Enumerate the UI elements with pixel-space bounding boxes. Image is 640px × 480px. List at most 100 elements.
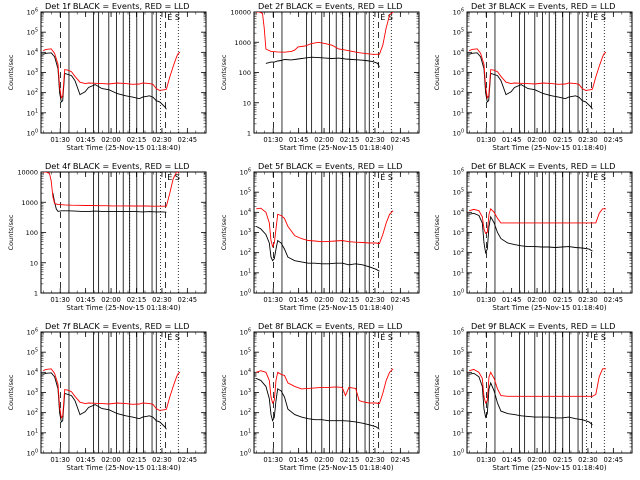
y-tick-label: 103: [27, 68, 38, 77]
x-tick-label: 01:45: [289, 296, 309, 304]
lld-series-line: [43, 48, 181, 100]
y-tick-label: 102: [27, 408, 38, 417]
event-letter-e: E: [380, 13, 385, 22]
x-tick-label: 02:30: [152, 296, 172, 304]
events-series-line: [255, 226, 380, 272]
y-tick-label: 104: [240, 368, 251, 377]
lld-series-line: [256, 207, 394, 248]
y-tick-label: 104: [453, 368, 464, 377]
lld-series-line: [469, 48, 607, 100]
y-axis-label: Counts/sec: [433, 374, 441, 410]
x-axis-label: Start Time (25-Nov-15 01:18:40): [279, 304, 393, 312]
series-group: [469, 48, 607, 110]
y-tick-label: 1: [247, 130, 251, 138]
y-tick-label: 102: [453, 248, 464, 257]
events-series-line: [256, 377, 380, 430]
y-tick-label: 100: [27, 129, 38, 138]
chart-panel-6: Det 6f BLACK = Events, RED = LLD Counts/s…: [433, 161, 633, 312]
y-axis-label: Counts/sec: [220, 374, 228, 410]
x-tick-label: 02:00: [527, 456, 547, 464]
x-tick-label: 01:30: [263, 136, 283, 144]
y-tick-label: 100: [239, 69, 251, 77]
x-tick-label: 02:15: [127, 296, 147, 304]
x-tick-label: 02:45: [604, 296, 624, 304]
y-axis-label: Counts/sec: [220, 214, 228, 250]
events-series-line: [469, 372, 593, 426]
series-group: [469, 207, 606, 255]
y-tick-label: 106: [453, 168, 464, 177]
x-axis-label: Start Time (25-Nov-15 01:18:40): [492, 464, 606, 472]
chart-title: Det 7f BLACK = Events, RED = LLD: [45, 321, 189, 331]
y-tick-label: 100: [240, 289, 251, 298]
event-letter-s: S: [388, 173, 393, 182]
x-tick-label: 02:30: [578, 456, 598, 464]
y-tick-label: 106: [27, 328, 38, 337]
chart-panel-3: Det 3f BLACK = Events, RED = LLD Counts/s…: [433, 1, 633, 152]
y-tick-label: 1000: [21, 199, 38, 207]
y-axis-label: Counts/sec: [433, 54, 441, 90]
y-tick-label: 105: [453, 188, 464, 197]
x-tick-label: 01:30: [50, 136, 70, 144]
y-tick-label: 104: [27, 368, 38, 377]
lld-series-line: [469, 207, 606, 235]
x-tick-label: 02:00: [314, 456, 334, 464]
events-series-line: [265, 56, 380, 68]
x-tick-label: 02:15: [340, 296, 360, 304]
y-tick-label: 103: [240, 388, 251, 397]
y-axis-label: Counts/sec: [7, 374, 15, 410]
x-tick-label: 02:45: [604, 456, 624, 464]
y-tick-label: 102: [240, 408, 251, 417]
x-tick-label: 01:45: [76, 456, 96, 464]
y-tick-label: 104: [453, 208, 464, 217]
event-letter-e: E: [167, 333, 172, 342]
x-tick-label: 02:30: [152, 136, 172, 144]
event-letter-s: S: [388, 13, 393, 22]
x-axis-label: Start Time (25-Nov-15 01:18:40): [66, 464, 180, 472]
chart-panel-5: Det 5f BLACK = Events, RED = LLD Counts/s…: [220, 161, 420, 312]
x-tick-label: 02:15: [340, 136, 360, 144]
chart-title: Det 3f BLACK = Events, RED = LLD: [471, 1, 615, 11]
y-tick-label: 106: [240, 328, 251, 337]
y-tick-label: 105: [240, 188, 251, 197]
y-tick-label: 105: [240, 348, 251, 357]
y-axis-label: Counts/sec: [7, 214, 15, 250]
y-tick-label: 10: [243, 99, 251, 107]
lld-series-line: [256, 12, 394, 55]
series-group: [43, 368, 181, 430]
y-tick-label: 100: [453, 129, 464, 138]
event-letter-s: S: [601, 13, 606, 22]
x-tick-label: 01:45: [76, 136, 96, 144]
y-tick-label: 106: [453, 8, 464, 17]
y-tick-label: 105: [27, 28, 38, 37]
x-tick-label: 02:15: [127, 456, 147, 464]
event-letter-s: S: [175, 173, 180, 182]
y-tick-label: 100: [453, 449, 464, 458]
event-letter-e: E: [593, 13, 598, 22]
events-series-line: [52, 193, 167, 213]
x-tick-label: 02:00: [314, 296, 334, 304]
chart-panel-8: Det 8f BLACK = Events, RED = LLD Counts/s…: [220, 321, 420, 472]
y-tick-label: 103: [453, 388, 464, 397]
y-tick-label: 103: [453, 228, 464, 237]
y-tick-label: 102: [453, 88, 464, 97]
event-letter-s: S: [175, 333, 180, 342]
y-tick-label: 101: [27, 428, 38, 437]
y-tick-label: 102: [240, 248, 251, 257]
y-tick-label: 1: [34, 290, 38, 298]
y-tick-label: 100: [27, 449, 38, 458]
x-tick-label: 02:15: [553, 136, 573, 144]
x-tick-label: 01:45: [76, 296, 96, 304]
x-tick-label: 01:30: [263, 456, 283, 464]
x-tick-label: 02:30: [578, 136, 598, 144]
y-tick-label: 105: [453, 28, 464, 37]
x-tick-label: 02:00: [527, 136, 547, 144]
chart-title: Det 6f BLACK = Events, RED = LLD: [471, 161, 615, 171]
lld-series-line: [43, 172, 180, 207]
chart-title: Det 1f BLACK = Events, RED = LLD: [45, 1, 189, 11]
x-tick-label: 01:30: [476, 136, 496, 144]
